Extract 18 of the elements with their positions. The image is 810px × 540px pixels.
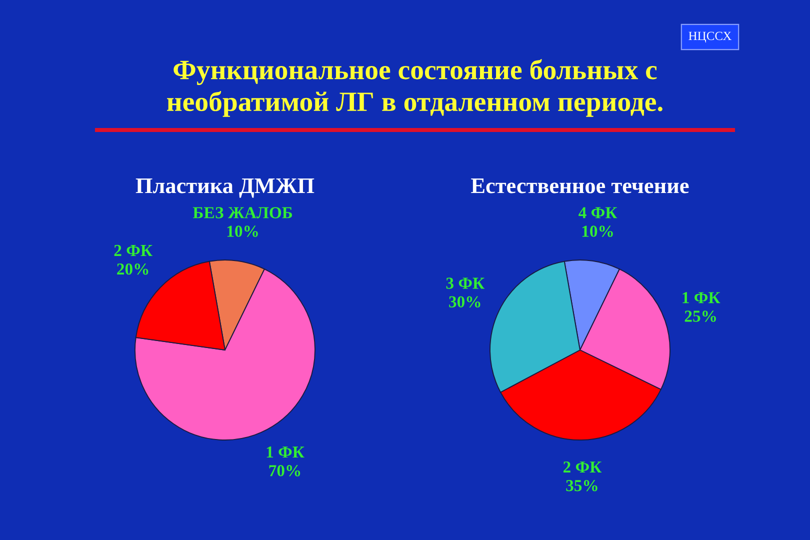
chart-title: Пластика ДМЖП — [136, 178, 314, 198]
slice-label: 3 ФК — [446, 278, 484, 289]
data-label: 30% — [449, 296, 480, 308]
data-label: 35% — [566, 480, 598, 492]
slice-label: 2 ФК — [114, 244, 152, 256]
text: Функциональное состояние больных с необратимой ЛГ в отдаленном периоде. — [167, 59, 662, 117]
data-label: 10% — [582, 226, 613, 237]
data-label: 10% — [227, 226, 258, 237]
slice-label: БЕЗ ЖАЛОБ — [192, 207, 292, 218]
data-label: 70% — [269, 465, 300, 476]
text: НЦССХ — [688, 32, 732, 43]
slice-label: 4 ФК — [578, 207, 618, 218]
chart-title: Естественное течение — [471, 178, 689, 194]
data-label: 25% — [684, 310, 716, 322]
slice-label: 2 ФК — [563, 461, 602, 472]
slice-label: 1 ФК — [266, 446, 304, 458]
data-label: 20% — [117, 263, 148, 275]
slice-label: 1 ФК — [682, 292, 720, 304]
